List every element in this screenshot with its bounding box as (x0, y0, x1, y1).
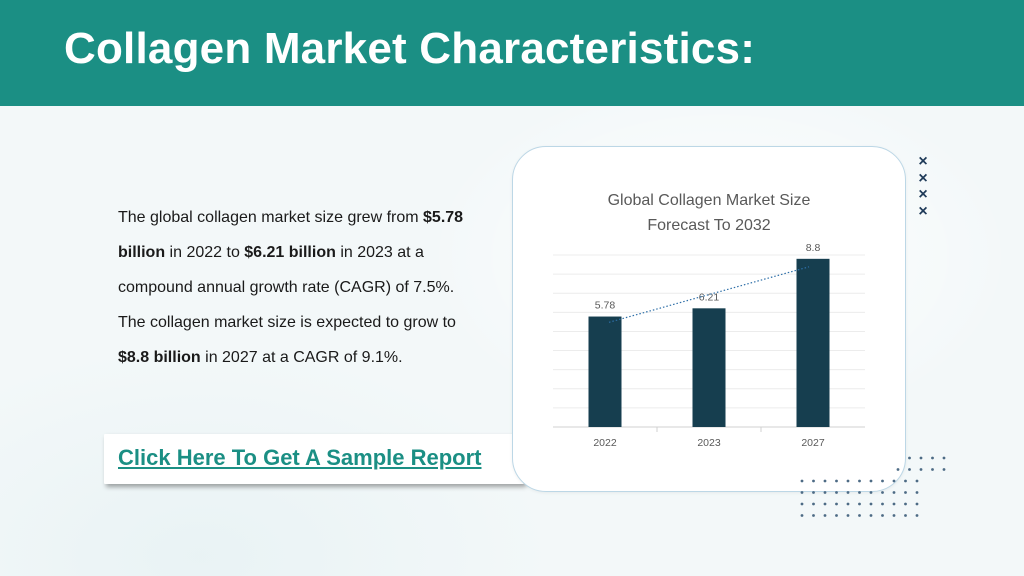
x-mark-icon: × (918, 202, 928, 220)
dot-mark (800, 502, 804, 506)
dot-mark (858, 502, 861, 506)
dot-mark (812, 502, 815, 506)
header-bar: Collagen Market Characteristics: (0, 0, 1024, 106)
dot-mark (846, 514, 850, 517)
dot-mark (869, 491, 873, 494)
dot-mark (892, 514, 896, 517)
dot-mark (892, 502, 896, 506)
dot-mark (919, 456, 923, 460)
highlight-value: $5.78 billion (118, 209, 464, 261)
chart-plot: 5.78 2022 6.21 2023 8.8 2027 (553, 242, 865, 449)
chart-title-line-2: Forecast To 2032 (647, 217, 771, 234)
dot-mark (931, 456, 934, 460)
dot-mark (812, 491, 815, 494)
dot-grid-icon (800, 456, 946, 517)
dot-mark (881, 514, 884, 517)
dot-mark (823, 479, 827, 483)
dot-mark (858, 514, 861, 517)
x-tick-label-2023: 2023 (697, 437, 721, 449)
dot-mark (858, 491, 861, 494)
dot-mark (919, 468, 923, 471)
dot-mark (869, 502, 873, 506)
dot-mark (904, 479, 907, 483)
dot-mark (823, 502, 827, 506)
dot-mark (846, 502, 850, 506)
paragraph-text: The global collagen market size grew fro… (118, 209, 424, 226)
x-mark-icon: × (918, 169, 928, 187)
dot-mark (846, 491, 850, 494)
paragraph-text: in 2023 at a compound annual growth rate… (118, 244, 456, 331)
bar-2022 (588, 316, 622, 427)
page-title: Collagen Market Characteristics: (64, 24, 756, 73)
dot-mark (896, 468, 900, 471)
x-tick-label-2022: 2022 (593, 437, 617, 449)
dot-mark (835, 514, 838, 517)
dot-mark (942, 468, 946, 471)
dot-mark (915, 479, 919, 483)
dot-mark (812, 514, 815, 517)
x-mark-icon: × (918, 186, 928, 203)
dot-mark (846, 479, 850, 483)
dot-mark (823, 491, 827, 494)
dot-mark (915, 502, 919, 506)
dot-mark (800, 491, 804, 494)
dot-mark (800, 514, 804, 517)
sample-report-link[interactable]: Click Here To Get A Sample Report (118, 445, 482, 470)
dot-mark (908, 456, 911, 460)
dot-mark (904, 502, 907, 506)
x-mark-icon: × (918, 153, 928, 170)
highlight-value: $8.8 billion (118, 349, 201, 366)
dot-mark (892, 491, 896, 494)
dot-mark (869, 514, 873, 517)
dot-mark (835, 502, 838, 506)
dot-mark (904, 514, 907, 517)
dot-mark (858, 479, 861, 483)
paragraph-text: in 2022 to (165, 244, 245, 261)
dot-mark (931, 468, 934, 471)
dot-mark (881, 479, 884, 483)
dot-mark (869, 479, 873, 483)
sample-report-box: Click Here To Get A Sample Report (104, 434, 524, 484)
bar-2027 (796, 258, 830, 427)
data-label-2023: 6.21 (699, 291, 720, 303)
data-label-2027: 8.8 (806, 242, 821, 254)
dot-mark (892, 479, 896, 483)
dot-mark (908, 468, 911, 471)
dot-mark (881, 502, 884, 506)
data-label-2022: 5.78 (595, 300, 616, 312)
trendline (608, 266, 810, 323)
highlight-value: $6.21 billion (244, 244, 336, 261)
paragraph-text: in 2027 at a CAGR of 9.1%. (200, 349, 403, 366)
dot-mark (800, 479, 804, 483)
dot-mark (942, 456, 946, 460)
description-paragraph: The global collagen market size grew fro… (118, 200, 478, 375)
x-tick-label-2027: 2027 (801, 437, 825, 449)
x-marks-decoration: × × × × (915, 153, 931, 220)
dot-mark (904, 491, 907, 494)
dot-mark (812, 479, 815, 483)
chart-title-line-1: Global Collagen Market Size (607, 192, 811, 209)
chart-card: Global Collagen Market Size Forecast To … (512, 146, 906, 492)
dot-mark (915, 514, 919, 517)
dot-mark (835, 491, 838, 494)
dot-mark (835, 479, 838, 483)
bar-2023 (692, 308, 726, 427)
dot-mark (881, 491, 884, 494)
dot-mark (823, 514, 827, 517)
dot-mark (915, 491, 919, 494)
